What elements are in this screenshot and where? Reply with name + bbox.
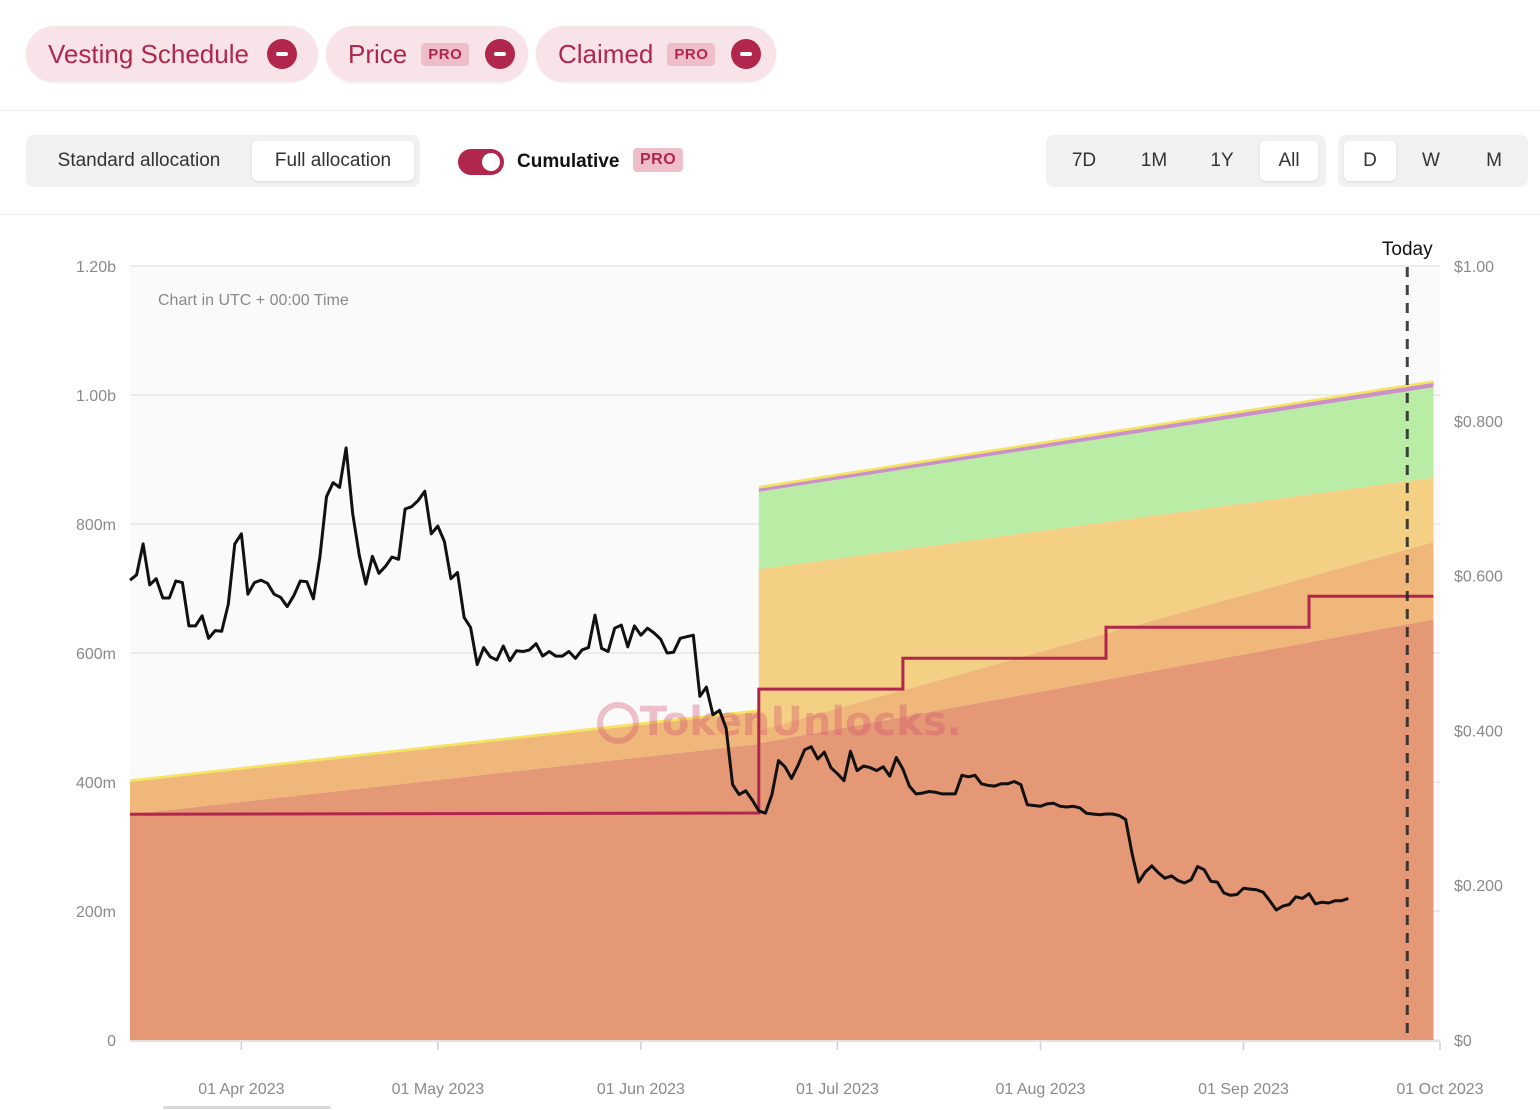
allocation-area <box>130 477 1434 782</box>
y-right-tick-label: $0.800 <box>1454 414 1503 431</box>
controls-bar: Standard allocation Full allocation Cumu… <box>0 111 1540 215</box>
chip-label: Price <box>348 38 408 69</box>
chart-labels: Today Chart in UTC + 00:00 Time <box>158 239 1433 309</box>
watermark: TokenUnlocks. <box>597 699 962 745</box>
x-tick-label: 01 Oct 2023 <box>1396 1081 1483 1098</box>
tab-monthly[interactable]: M <box>1486 150 1502 171</box>
tab-1m[interactable]: 1M <box>1140 150 1168 171</box>
x-tick-label: 01 Aug 2023 <box>996 1081 1086 1098</box>
allocation-toggle: Standard allocation Full allocation <box>26 135 420 187</box>
allocation-area <box>130 387 1434 782</box>
x-tick-label: 01 Apr 2023 <box>198 1081 284 1098</box>
tab-7d[interactable]: 7D <box>1071 150 1097 171</box>
chip-label: Vesting Schedule <box>48 38 249 69</box>
x-tick-label: 01 Jul 2023 <box>796 1081 879 1098</box>
y-axis-right: $0 $0.200 $0.400 $0.600 $0.800 $1.00 <box>1454 259 1503 1050</box>
vesting-chart: TokenUnlocks. 0 200m 400m 600m 800m 1.00b 1.20… <box>76 239 1503 1109</box>
chip-claimed[interactable]: Claimed PRO <box>536 26 776 82</box>
y-left-tick-label: 1.20b <box>76 259 116 276</box>
chip-label: Claimed <box>558 38 654 69</box>
chart-note: Chart in UTC + 00:00 Time <box>158 292 349 309</box>
chip-vesting-schedule[interactable]: Vesting Schedule <box>26 26 318 82</box>
allocation-area <box>130 542 1434 815</box>
tab-weekly[interactable]: W <box>1422 150 1440 171</box>
y-left-tick-label: 800m <box>76 517 116 534</box>
lock-icon <box>597 702 639 744</box>
range-selector: 7D 1M 1Y All <box>1046 135 1326 187</box>
x-axis: 01 Apr 2023 01 May 2023 01 Jun 2023 01 Jul … <box>130 1040 1484 1109</box>
tab-full-allocation[interactable]: Full allocation <box>252 141 414 181</box>
remove-icon[interactable] <box>485 39 516 69</box>
pro-badge: PRO <box>633 148 684 172</box>
remove-icon[interactable] <box>731 39 762 69</box>
price-line <box>129 446 1349 912</box>
tab-daily[interactable]: D <box>1344 141 1396 181</box>
pro-badge: PRO <box>421 42 470 66</box>
today-label: Today <box>1382 239 1433 260</box>
y-left-tick-label: 400m <box>76 775 116 792</box>
price-series <box>129 446 1349 912</box>
y-right-tick-label: $0.600 <box>1454 569 1503 586</box>
y-right-tick-label: $0.200 <box>1454 878 1503 895</box>
x-tick-label: 01 Jun 2023 <box>597 1081 685 1098</box>
y-left-tick-label: 1.00b <box>76 388 116 405</box>
claimed-series <box>129 594 1434 816</box>
tab-all[interactable]: All <box>1260 141 1318 181</box>
cumulative-label: Cumulative <box>517 151 620 172</box>
x-tick-label: 01 Sep 2023 <box>1198 1081 1289 1098</box>
pro-badge: PRO <box>667 42 716 66</box>
claimed-line <box>129 594 1434 816</box>
allocation-area <box>130 619 1434 1040</box>
filter-bar: Vesting Schedule Price PRO Claimed PRO <box>0 0 1540 111</box>
cumulative-toggle[interactable] <box>458 149 504 175</box>
interval-selector: D W M <box>1338 135 1528 187</box>
y-right-tick-label: $0.400 <box>1454 723 1503 740</box>
y-left-tick-label: 200m <box>76 904 116 921</box>
x-tick-label: 01 May 2023 <box>392 1081 485 1098</box>
tab-1y[interactable]: 1Y <box>1210 150 1234 171</box>
watermark-text: TokenUnlocks. <box>598 699 962 745</box>
y-right-tick-label: $0 <box>1454 1033 1472 1050</box>
y-left-tick-label: 0 <box>107 1033 116 1050</box>
scroll-thumb <box>163 1106 331 1109</box>
y-right-tick-label: $1.00 <box>1454 259 1494 276</box>
chip-price[interactable]: Price PRO <box>326 26 528 82</box>
y-axis-left: 0 200m 400m 600m 800m 1.00b 1.20b <box>76 259 116 1050</box>
tab-standard-allocation[interactable]: Standard allocation <box>57 150 221 171</box>
y-left-tick-label: 600m <box>76 646 116 663</box>
stacked-areas <box>130 380 1434 1040</box>
remove-icon[interactable] <box>266 39 297 69</box>
